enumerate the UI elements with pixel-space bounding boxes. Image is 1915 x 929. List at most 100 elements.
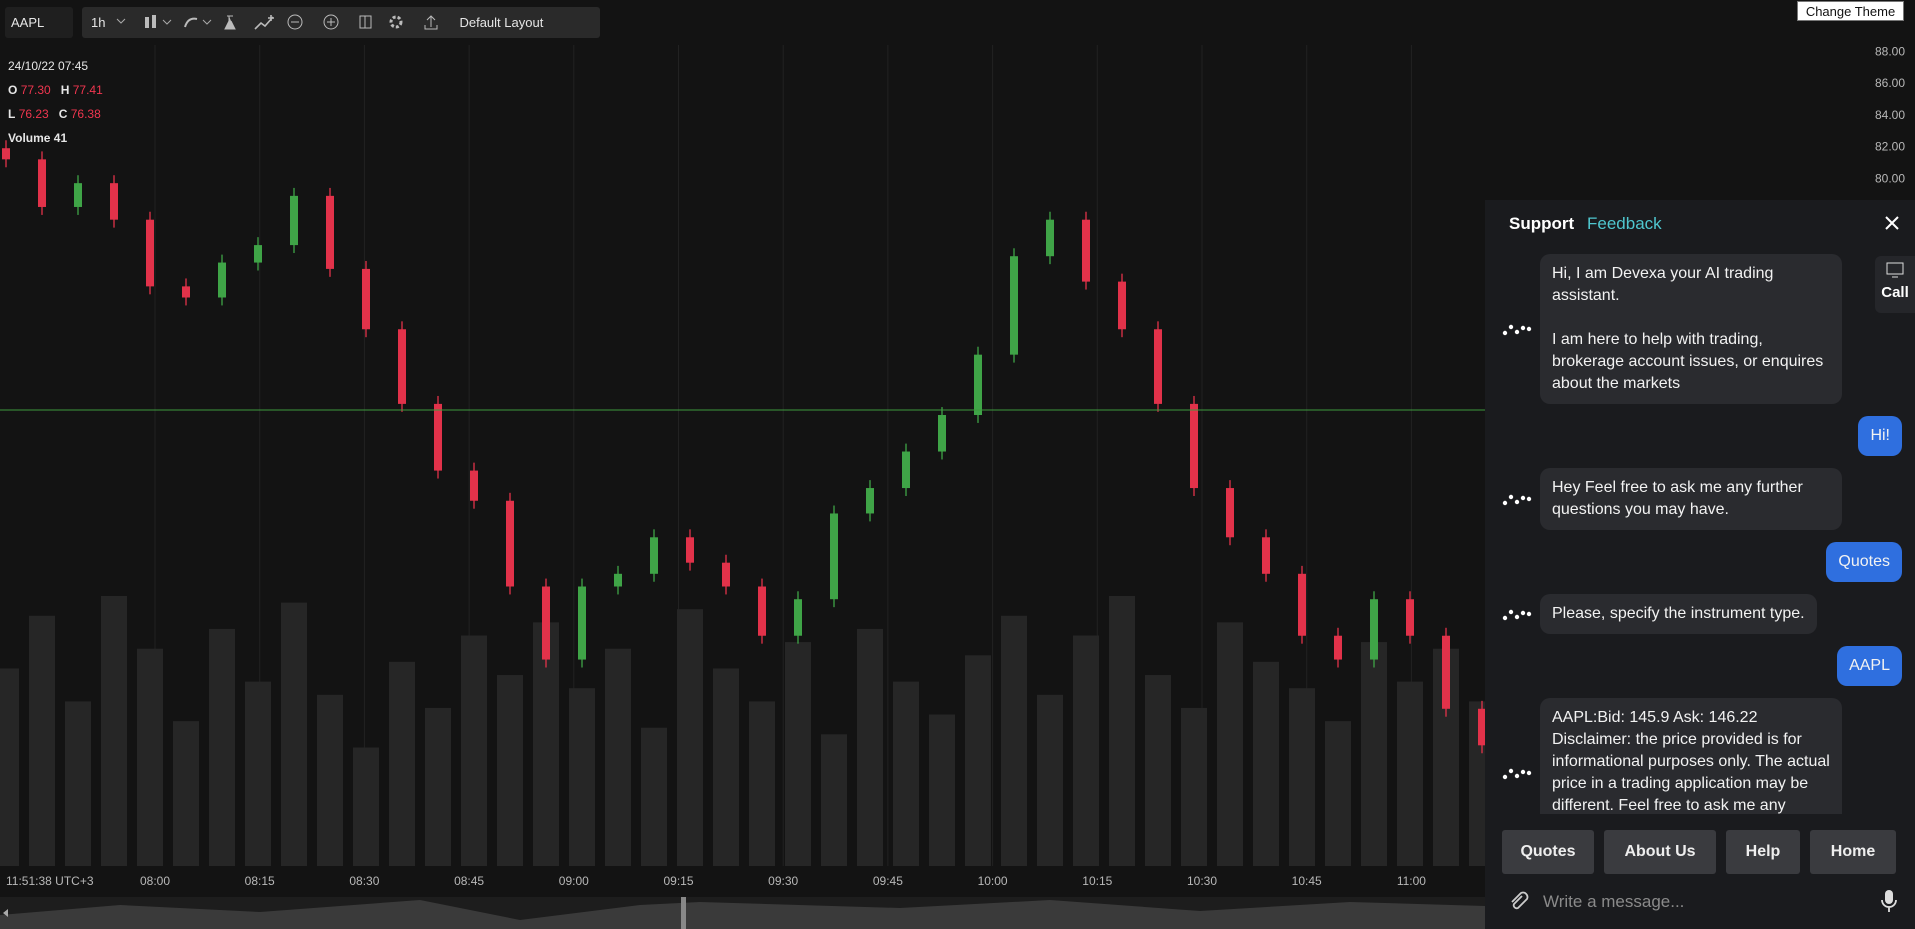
candle-body [110, 183, 118, 220]
candle-body [326, 195, 334, 269]
candle-body [182, 286, 190, 298]
volume-bar [749, 701, 775, 866]
toolbar-icons [117, 14, 438, 30]
volume-bar [173, 721, 199, 866]
call-button[interactable]: Call [1875, 256, 1915, 313]
settings-icon[interactable] [389, 15, 403, 29]
volume-bar [29, 615, 55, 866]
candle-icon [152, 15, 157, 28]
user-message: Quotes [1485, 542, 1915, 582]
y-tick-label: 84.00 [1875, 108, 1905, 122]
y-tick-label: 86.00 [1875, 76, 1905, 90]
zoom-in[interactable] [323, 14, 339, 30]
volume-bar [1253, 661, 1279, 866]
chevron [203, 19, 212, 25]
candle-body [722, 562, 730, 587]
volume-bar [785, 642, 811, 866]
c-value: 76.38 [70, 107, 101, 121]
volume-bar [1325, 721, 1351, 866]
indicator-icon[interactable] [254, 15, 275, 30]
bot-avatar [1502, 609, 1532, 621]
message-input[interactable]: Write a message... [1543, 892, 1685, 911]
candle-body [1154, 329, 1162, 404]
volume-bar [893, 681, 919, 866]
x-tick-label: 09:00 [559, 874, 589, 888]
volume-bar [0, 668, 19, 866]
message-text: Please, specify the instrument type. [1540, 594, 1817, 634]
x-tick-label: 08:45 [454, 874, 484, 888]
volume-bar [1001, 615, 1027, 866]
quick-reply[interactable]: Home [1810, 830, 1896, 874]
attach-icon[interactable] [1507, 890, 1529, 912]
chevron [163, 19, 172, 25]
volume-bar [641, 727, 667, 866]
message-text: Quotes [1826, 542, 1902, 582]
candle-icon[interactable] [145, 17, 150, 28]
zoom-out[interactable] [287, 14, 303, 30]
l-value: 76.23 [18, 107, 49, 121]
message-text: AAPL:Bid: 145.9 Ask: 146.22 Disclaimer: … [1540, 698, 1842, 814]
tab-feedback[interactable]: Feedback [1587, 214, 1662, 233]
x-tick-label: 10:15 [1082, 874, 1112, 888]
flask-icon[interactable] [224, 15, 237, 30]
quick-replies: Quotes About Us Help Home [1502, 830, 1896, 874]
x-tick-label: 10:30 [1187, 874, 1217, 888]
volume-bar [569, 688, 595, 866]
clock: 11:51:38 UTC+3 [6, 874, 94, 888]
candle-body [1082, 219, 1090, 282]
call-icon [1886, 262, 1904, 278]
volume-bar [101, 596, 127, 866]
candle-body [758, 586, 766, 636]
candle-body [506, 500, 514, 587]
volume-bar [965, 655, 991, 866]
message-text: Hi! [1858, 416, 1902, 456]
layout-select[interactable]: Default Layout [459, 15, 544, 30]
volume-bar [281, 602, 307, 866]
volume: Volume 41 [8, 131, 68, 145]
volume-bar [1145, 675, 1171, 866]
call-label: Call [1881, 284, 1909, 301]
candle-body [1478, 708, 1486, 746]
h-label: H [60, 83, 70, 97]
export-icon[interactable] [424, 15, 438, 30]
candle-body [938, 415, 946, 452]
chat-panel: Support Feedback Hi, I am Devexa your AI… [1485, 200, 1915, 929]
candle-body [650, 537, 658, 574]
bot-message: Please, specify the instrument type. [1485, 594, 1915, 634]
bot-message: Hey Feel free to ask me any further ques… [1485, 468, 1915, 530]
bot-message: AAPL:Bid: 145.9 Ask: 146.22 Disclaimer: … [1485, 698, 1915, 814]
c-label: C [58, 107, 68, 121]
quick-reply[interactable]: About Us [1604, 830, 1716, 874]
candle-body [434, 403, 442, 471]
navigator-arrow[interactable] [3, 909, 8, 917]
quick-reply[interactable]: Quotes [1502, 830, 1594, 874]
candle-body [218, 262, 226, 298]
mic-icon[interactable] [1880, 888, 1898, 914]
message-text: Hey Feel free to ask me any further ques… [1540, 468, 1842, 530]
legend-row: L 76.23 C 76.38 [8, 107, 101, 121]
message-text: AAPL [1837, 646, 1902, 686]
x-tick-label: 08:30 [349, 874, 379, 888]
volume-bar [1037, 694, 1063, 866]
draw-icon[interactable] [184, 17, 198, 28]
quick-reply[interactable]: Help [1726, 830, 1800, 874]
datetime: 24/10/22 07:45 [8, 59, 89, 73]
candle-body [578, 586, 586, 660]
volume-bar [605, 648, 631, 866]
bot-avatar [1502, 768, 1532, 780]
interval[interactable]: 1h [91, 15, 106, 30]
bot-avatar [1502, 494, 1532, 506]
volume-bar [353, 747, 379, 866]
tab-support[interactable]: Support [1509, 214, 1575, 233]
symbol-input[interactable]: AAPL [5, 7, 73, 38]
x-tick-label: 08:15 [245, 874, 275, 888]
close[interactable] [1885, 216, 1899, 230]
navigator-handle[interactable] [681, 897, 686, 929]
candle-body [1406, 599, 1414, 636]
candle-body [1118, 281, 1126, 330]
candle-body [398, 329, 406, 404]
change-theme[interactable]: Change Theme [1797, 1, 1904, 21]
bot-message: Hi, I am Devexa your AI trading assistan… [1485, 254, 1915, 404]
x-tick-label: 09:30 [768, 874, 798, 888]
volume-bar [857, 628, 883, 866]
